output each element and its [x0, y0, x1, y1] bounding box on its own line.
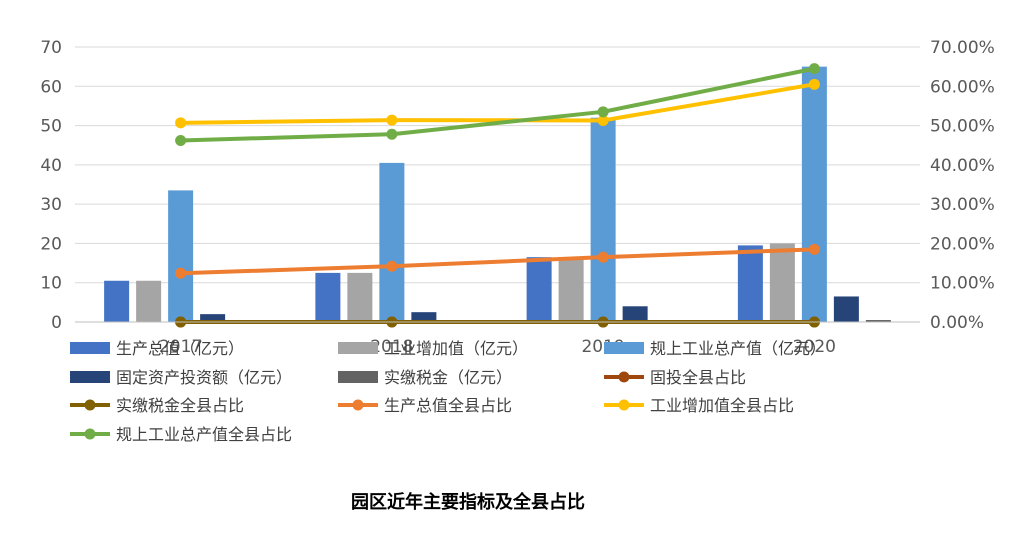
bar	[526, 257, 552, 322]
legend-swatch	[70, 342, 110, 354]
line-point	[175, 267, 187, 279]
legend: 生产总值（亿元） 工业增加值（亿元） 规上工业总产值（亿元） 固定资产投资额（亿元） 实…	[70, 339, 826, 444]
bar	[865, 320, 891, 322]
line-point	[597, 251, 609, 263]
gridlines	[75, 46, 920, 323]
y-right-tick-label: 40.00%	[930, 156, 995, 176]
line-point	[808, 78, 820, 90]
legend-label: 实缴税金（亿元）	[384, 368, 512, 387]
line-point	[175, 135, 187, 146]
bar	[737, 245, 763, 322]
x-category-label: 2018	[370, 337, 413, 357]
bar	[104, 280, 130, 322]
y-right-tick-label: 70.00%	[930, 38, 995, 58]
y-right-tick-label: 30.00%	[930, 195, 995, 215]
bar	[833, 296, 859, 322]
legend-label: 规上工业总产值（亿元）	[650, 339, 826, 358]
bar	[168, 190, 194, 322]
line-point	[597, 106, 609, 118]
y-right-tick-label: 60.00%	[930, 77, 995, 97]
y-left-tick-label: 70	[40, 38, 62, 58]
line-point	[808, 63, 820, 75]
line-point	[386, 128, 398, 140]
legend-marker	[84, 399, 96, 411]
legend-swatch	[70, 371, 110, 383]
line-series	[180, 66, 815, 143]
line-series	[180, 82, 815, 125]
legend-swatch	[604, 342, 644, 354]
legend-swatch	[338, 371, 378, 383]
y-left-tick-label: 20	[40, 234, 62, 254]
line-point	[175, 117, 187, 129]
y-left-tick-label: 50	[40, 117, 62, 137]
bar	[136, 280, 162, 322]
bar	[558, 257, 584, 322]
line-point	[808, 243, 820, 255]
legend-label: 固投全县占比	[650, 368, 746, 387]
y-right-tick-label: 0.00%	[930, 313, 984, 333]
bar	[590, 117, 616, 322]
line-series-group	[175, 63, 820, 328]
x-category-label: 2017	[159, 337, 202, 357]
y-right-tick-label: 20.00%	[930, 234, 995, 254]
legend-label: 生产总值全县占比	[384, 396, 512, 415]
axes: 0 10 20 30 40 50 60 70 0.00% 10.00% 20.00% 30.00% 40…	[40, 38, 994, 357]
bar	[622, 306, 648, 322]
y-left-tick-label: 40	[40, 156, 62, 176]
bar	[347, 272, 373, 322]
legend-marker	[352, 399, 364, 411]
bar	[200, 314, 226, 322]
legend-marker	[618, 399, 630, 411]
y-right-tick-label: 10.00%	[930, 274, 995, 294]
bar	[411, 312, 437, 322]
bar	[315, 272, 341, 322]
line-series	[180, 247, 815, 276]
y-left-tick-label: 30	[40, 195, 62, 215]
line-point	[597, 114, 609, 126]
legend-label: 实缴税金全县占比	[116, 396, 244, 415]
legend-swatch	[338, 342, 378, 354]
legend-label: 工业增加值全县占比	[650, 396, 794, 415]
legend-label: 工业增加值（亿元）	[384, 339, 528, 358]
legend-label: 生产总值（亿元）	[116, 339, 244, 358]
y-left-tick-label: 10	[40, 274, 62, 294]
y-left-tick-label: 0	[51, 313, 62, 333]
legend-marker	[618, 371, 630, 383]
line-point	[386, 260, 398, 272]
legend-marker	[84, 428, 96, 440]
line-point	[386, 114, 398, 126]
bar	[379, 162, 405, 322]
chart-title: 园区近年主要指标及全县占比	[351, 491, 585, 513]
bar	[769, 243, 795, 322]
legend-label: 固定资产投资额（亿元）	[116, 368, 292, 387]
y-left-tick-label: 60	[40, 77, 62, 97]
bar-series-group	[104, 66, 891, 323]
y-right-tick-label: 50.00%	[930, 117, 995, 137]
bar	[801, 66, 827, 323]
legend-label: 规上工业总产值全县占比	[116, 425, 292, 444]
x-category-label: 2020	[793, 337, 836, 357]
